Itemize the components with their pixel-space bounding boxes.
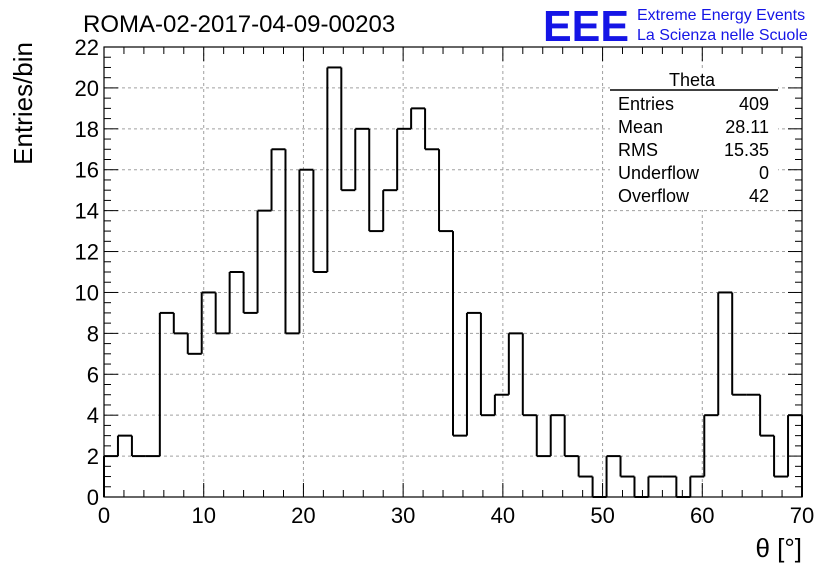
histogram-bin <box>759 394 775 437</box>
x-axis-label: θ [°] <box>755 533 802 563</box>
stats-label-underflow: Underflow <box>618 163 700 183</box>
histogram-bin <box>717 291 733 416</box>
histogram-bin <box>242 272 258 314</box>
histogram-bin <box>731 292 747 396</box>
histogram-bin <box>158 311 174 457</box>
stats-label-rms: RMS <box>618 140 658 160</box>
x-tick-label: 70 <box>790 503 814 528</box>
histogram-bin <box>647 475 663 497</box>
histogram-bin <box>172 312 188 335</box>
histogram-bin <box>424 108 440 151</box>
histogram-bin <box>382 189 398 232</box>
x-tick-label: 30 <box>391 503 415 528</box>
chart-title: ROMA-02-2017-04-09-00203 <box>83 11 395 38</box>
y-tick-label: 18 <box>75 117 99 142</box>
histogram-bins <box>103 66 803 498</box>
histogram-bin <box>298 168 314 334</box>
histogram-bin <box>675 476 691 498</box>
histogram-bin <box>326 66 342 272</box>
histogram-bin <box>465 311 481 436</box>
histogram-bin <box>577 456 593 478</box>
y-tick-label: 6 <box>87 362 99 387</box>
histogram-bin <box>703 414 719 477</box>
y-tick-label: 12 <box>75 240 99 265</box>
histogram-bin <box>354 127 370 191</box>
histogram-bin <box>605 455 621 497</box>
histogram-bin <box>563 415 579 458</box>
y-tick-label: 16 <box>75 158 99 183</box>
logo-line-1: Extreme Energy Events <box>637 7 805 24</box>
histogram-bin <box>507 332 523 395</box>
y-tick-label: 8 <box>87 321 99 346</box>
histogram-bin <box>535 415 551 458</box>
y-tick-label: 4 <box>87 403 99 428</box>
histogram-bin <box>396 127 412 191</box>
stats-box: Theta Entries 409 Mean 28.11 RMS 15.35 U… <box>610 70 778 210</box>
stats-label-mean: Mean <box>618 117 663 137</box>
stats-value-underflow: 0 <box>759 163 769 183</box>
stats-value-overflow: 42 <box>749 186 769 206</box>
histogram-bin <box>116 434 132 457</box>
histogram-bin <box>214 292 230 335</box>
eee-logo: EEE Extreme Energy Events La Scienza nel… <box>543 2 808 51</box>
histogram-bin <box>256 209 272 313</box>
histogram-bin <box>438 149 453 233</box>
histogram-bin <box>200 291 216 354</box>
plot-frame <box>103 46 803 498</box>
y-axis-label: Entries/bin <box>8 42 38 165</box>
stats-label-overflow: Overflow <box>618 186 690 206</box>
y-tick-label: 14 <box>75 199 99 224</box>
histogram-bin <box>228 271 244 334</box>
stats-box-title: Theta <box>669 70 716 90</box>
x-tick-label: 0 <box>98 503 110 528</box>
x-tick-label: 40 <box>491 503 515 528</box>
stats-value-rms: 15.35 <box>724 140 769 160</box>
histogram-bin <box>312 169 328 273</box>
histogram-bin <box>549 414 565 457</box>
histogram-bin <box>284 149 300 335</box>
histogram-bin <box>368 128 384 233</box>
stats-value-entries: 409 <box>739 94 769 114</box>
histogram-bin <box>410 107 426 129</box>
histogram-bin <box>521 333 537 417</box>
y-tick-label: 0 <box>87 485 99 510</box>
stats-label-entries: Entries <box>618 94 674 114</box>
histogram-bin <box>689 475 705 497</box>
y-tick-label: 20 <box>75 76 99 101</box>
histogram-bin <box>493 393 509 416</box>
y-tick-label: 22 <box>75 35 99 60</box>
logo-line-2: La Scienza nelle Scuole <box>637 27 808 44</box>
histogram-bin <box>452 231 467 437</box>
histogram-bin <box>619 456 635 478</box>
y-tick-label: 10 <box>75 280 99 305</box>
x-tick-label: 20 <box>291 503 315 528</box>
histogram-bin <box>340 67 356 192</box>
histogram-bin <box>773 435 789 478</box>
x-tick-label: 60 <box>690 503 714 528</box>
x-tick-label: 10 <box>191 503 215 528</box>
histogram-bin <box>186 333 202 355</box>
stats-value-mean: 28.11 <box>725 117 769 137</box>
x-tick-label: 50 <box>590 503 614 528</box>
tick-labels: 0 10 20 30 40 50 60 70 0 2 4 6 8 10 12 14 16 18 20 22 <box>75 35 815 528</box>
histogram-bin <box>270 148 286 211</box>
stats-box-background <box>610 70 778 210</box>
y-tick-label: 2 <box>87 444 99 469</box>
histogram-bin <box>479 312 495 417</box>
histogram-bin <box>591 476 607 498</box>
histogram-bin <box>633 476 649 498</box>
eee-logo-mark: EEE <box>543 2 629 51</box>
histogram-bin <box>130 435 146 458</box>
